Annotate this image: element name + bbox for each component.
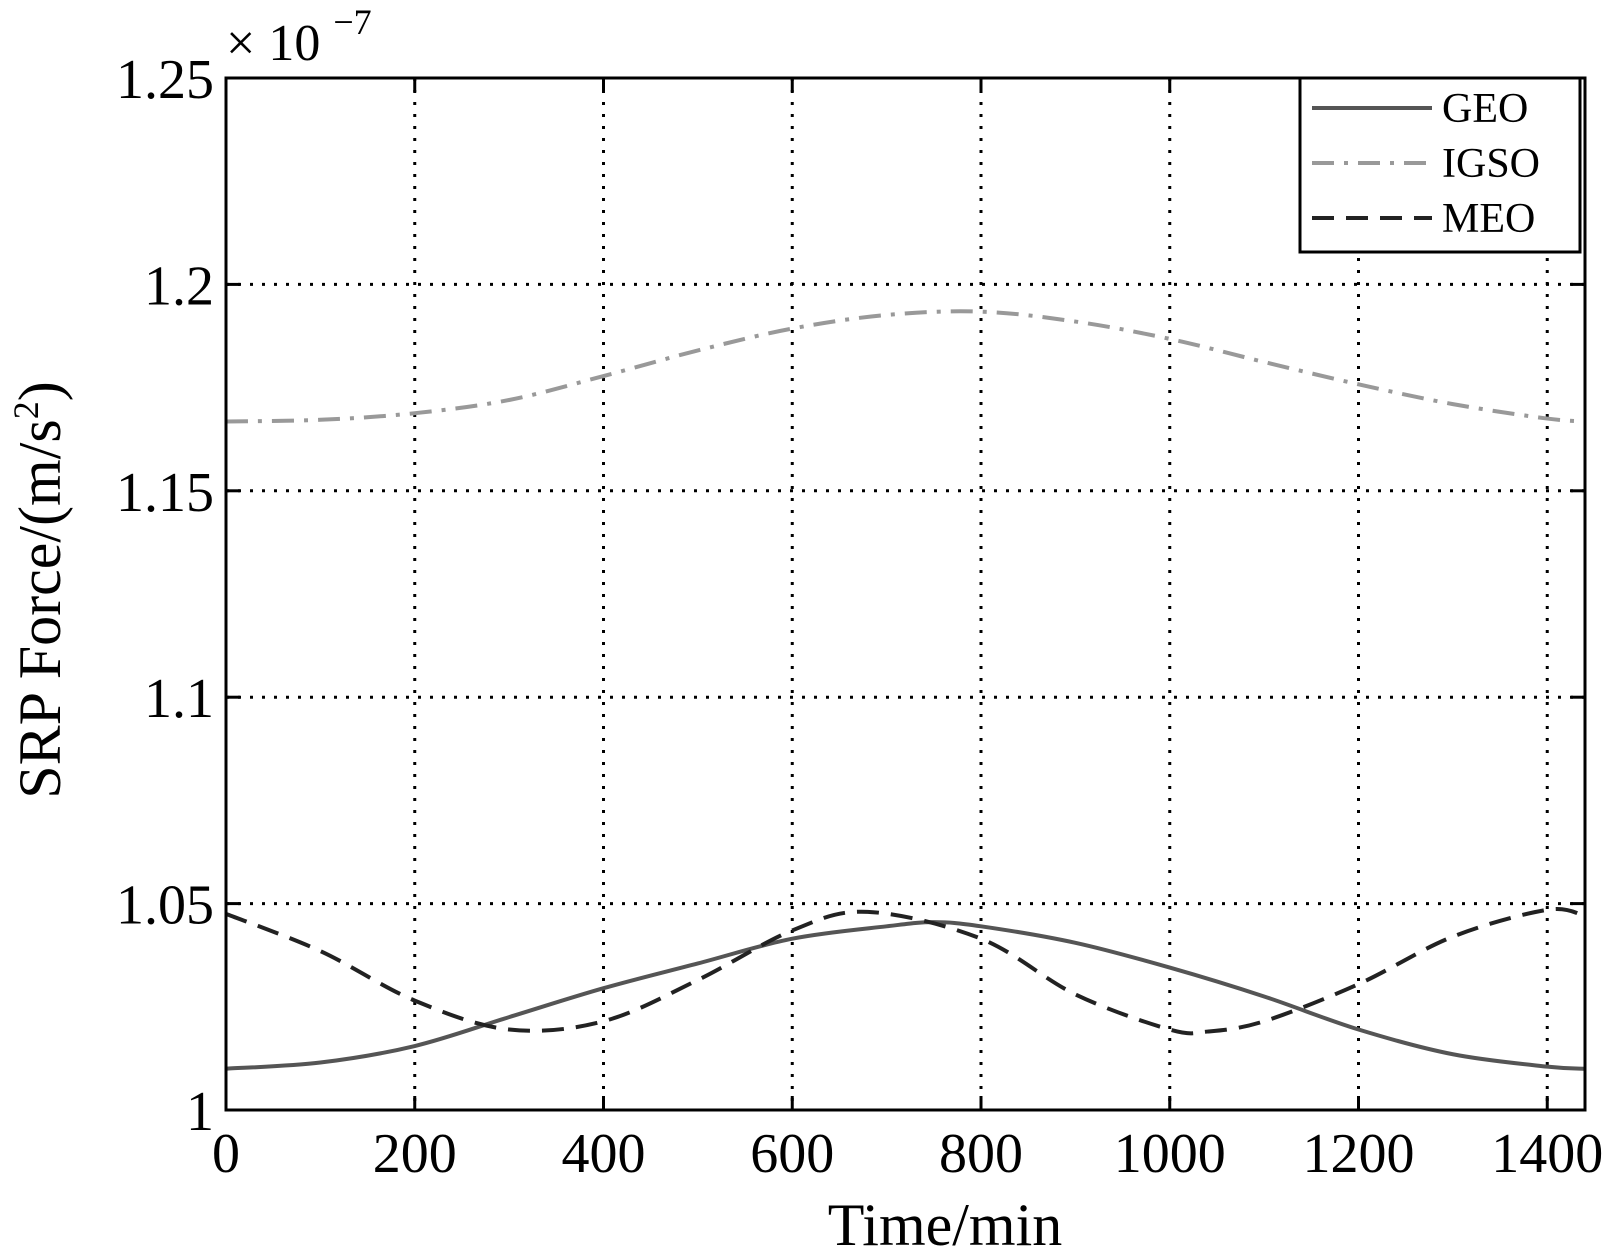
legend-label-geo: GEO: [1442, 86, 1528, 132]
x-tick-label: 800: [939, 1123, 1023, 1185]
x-tick-label: 1000: [1114, 1123, 1226, 1185]
legend-label-meo: MEO: [1442, 196, 1535, 242]
grid-lines: [226, 78, 1585, 1110]
x-axis-label: Time/min: [828, 1192, 1063, 1251]
y-axis-label-superscript: 2: [6, 401, 46, 419]
y-axis-label-main: SRP Force/(m/s: [7, 419, 73, 798]
y-axis-label: SRP Force/(m/s2): [6, 381, 73, 798]
x-tick-label: 1200: [1303, 1123, 1415, 1185]
series-lines: [225, 309, 1586, 1071]
x-tick-label: 400: [562, 1123, 646, 1185]
legend-label-igso: IGSO: [1442, 141, 1540, 187]
y-tick-label: 1.2: [144, 255, 214, 317]
series-line-meo: [225, 907, 1586, 1036]
y-multiplier: × 10 −7: [226, 2, 372, 72]
series-line-geo: [225, 920, 1586, 1071]
x-tick-label: 0: [212, 1123, 240, 1185]
plot-frame: [224, 76, 1587, 1112]
y-tick-label: 1.1: [144, 668, 214, 730]
y-tick-label: 1.05: [116, 875, 214, 937]
x-tick-label: 600: [750, 1123, 834, 1185]
y-tick-label: 1.25: [116, 49, 214, 111]
tick-labels: 0 200 400 600 800 1000 1200 1400 1 1.05 1.1 1.15 1.2…: [116, 49, 1603, 1185]
y-tick-label: 1.15: [116, 462, 214, 524]
y-multiplier-exponent: −7: [333, 2, 371, 42]
legend: GEO IGSO MEO: [1298, 76, 1582, 254]
y-multiplier-base: × 10: [226, 15, 320, 72]
y-tick-label: 1: [186, 1081, 214, 1143]
x-tick-label: 1400: [1491, 1123, 1603, 1185]
x-tick-label: 200: [373, 1123, 457, 1185]
series-line-igso: [225, 309, 1586, 424]
y-axis-label-close: ): [7, 381, 73, 401]
